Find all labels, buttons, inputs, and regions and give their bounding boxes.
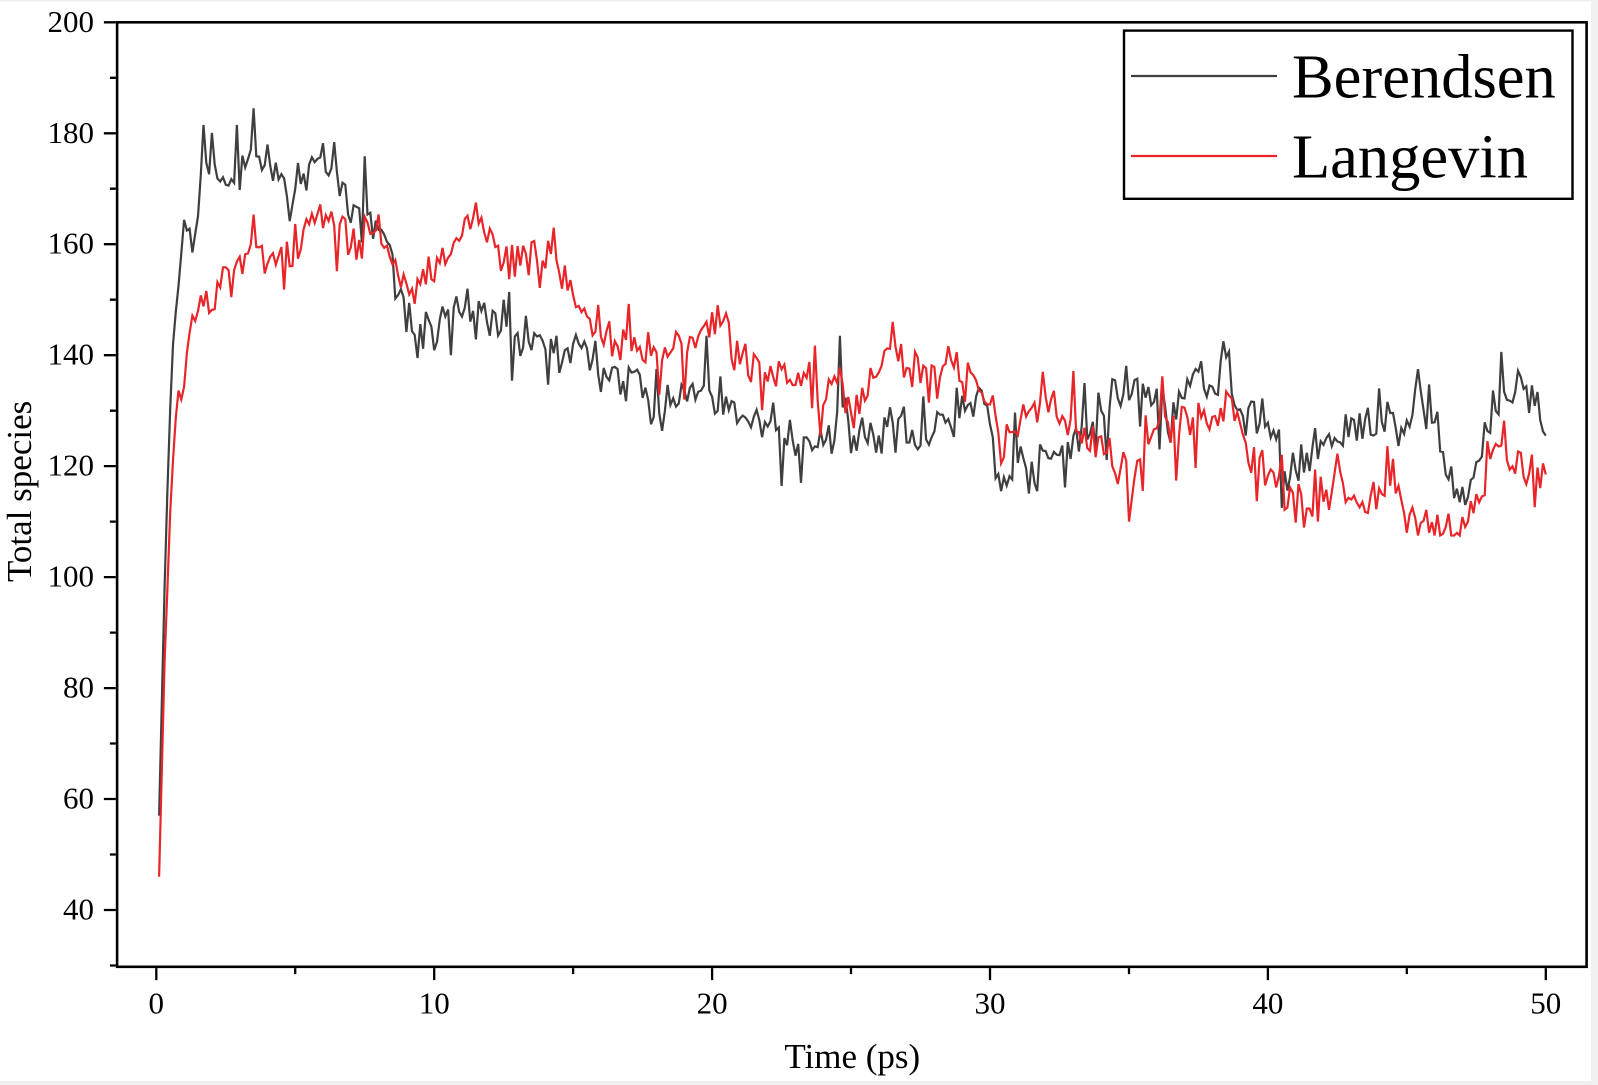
svg-text:0: 0	[149, 985, 165, 1020]
svg-text:40: 40	[63, 892, 94, 927]
svg-text:Langevin: Langevin	[1292, 122, 1528, 192]
svg-text:140: 140	[48, 337, 95, 372]
svg-text:40: 40	[1252, 985, 1283, 1020]
svg-text:30: 30	[975, 985, 1006, 1020]
svg-text:200: 200	[48, 4, 95, 39]
svg-text:120: 120	[48, 448, 95, 483]
svg-text:160: 160	[48, 226, 95, 261]
svg-text:50: 50	[1530, 985, 1561, 1020]
svg-text:10: 10	[419, 985, 450, 1020]
svg-text:180: 180	[48, 115, 95, 150]
svg-text:Berendsen: Berendsen	[1292, 42, 1556, 112]
svg-text:60: 60	[63, 781, 94, 816]
svg-text:Total species: Total species	[0, 401, 39, 582]
svg-text:20: 20	[697, 985, 728, 1020]
svg-text:100: 100	[48, 559, 95, 594]
svg-text:80: 80	[63, 670, 94, 705]
svg-text:Time (ps): Time (ps)	[784, 1037, 920, 1076]
